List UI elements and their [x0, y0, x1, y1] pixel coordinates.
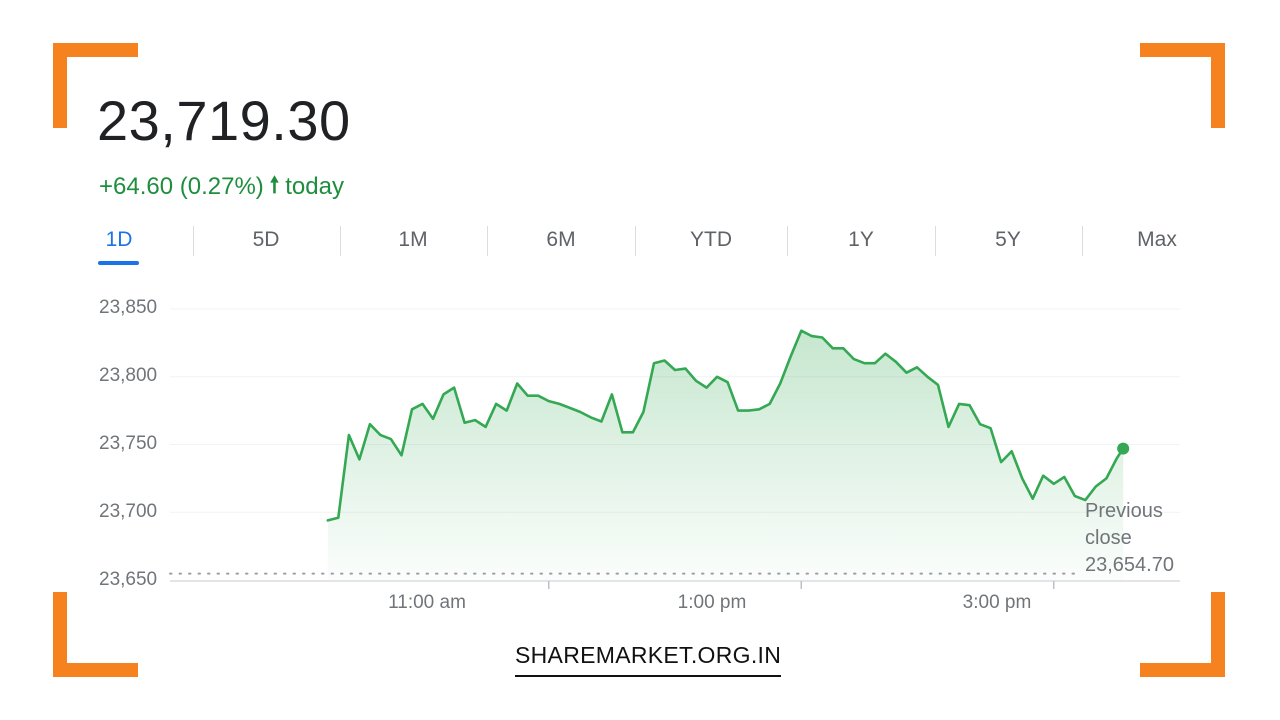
- tab-divider: [1082, 226, 1083, 256]
- y-tick-label: 23,850: [99, 297, 158, 318]
- price-change: +64.60 (0.27%) 🠕 today: [99, 168, 344, 206]
- y-tick-label: 23,750: [99, 433, 158, 454]
- tab-1d[interactable]: 1D: [105, 228, 133, 251]
- x-tick-label: 11:00 am: [388, 592, 466, 613]
- tab-divider: [635, 226, 636, 256]
- current-price: 23,719.30: [97, 89, 351, 152]
- active-tab-indicator: [98, 261, 139, 265]
- tab-divider: [193, 226, 194, 256]
- corner-bracket-top-right-h: [1140, 43, 1225, 57]
- previous-close-label: Previous close 23,654.70: [1085, 498, 1174, 579]
- last-price-point: [1117, 442, 1130, 455]
- corner-bracket-bottom-left-v: [53, 592, 67, 677]
- tab-divider: [935, 226, 936, 256]
- corner-bracket-top-left-h: [53, 43, 138, 57]
- x-tick-label: 3:00 pm: [962, 592, 1032, 613]
- previous-close-title: Previous: [1085, 500, 1163, 522]
- y-tick-label: 23,650: [99, 569, 158, 590]
- price-area-fill: [327, 330, 1124, 580]
- corner-bracket-bottom-left-h: [53, 663, 138, 677]
- y-tick-label: 23,800: [99, 365, 158, 386]
- tab-divider: [487, 226, 488, 256]
- change-value: +64.60 (0.27%): [99, 173, 264, 200]
- change-period: today: [285, 173, 344, 200]
- arrow-up-icon: 🠕: [269, 172, 280, 197]
- y-tick-label: 23,700: [99, 501, 158, 522]
- tab-divider: [787, 226, 788, 256]
- previous-close-title-2: close: [1085, 527, 1132, 549]
- tab-divider: [340, 226, 341, 256]
- tab-5y[interactable]: 5Y: [995, 228, 1021, 251]
- site-brand[interactable]: SHAREMARKET.ORG.IN: [515, 642, 782, 677]
- previous-close-value: 23,654.70: [1085, 554, 1174, 576]
- tab-ytd[interactable]: YTD: [690, 228, 732, 251]
- tab-1y[interactable]: 1Y: [848, 228, 874, 251]
- x-tick-label: 1:00 pm: [677, 592, 747, 613]
- tab-5d[interactable]: 5D: [252, 228, 280, 251]
- tab-1m[interactable]: 1M: [398, 228, 428, 251]
- range-tabs: 1D 5D 1M 6M YTD 1Y 5Y Max: [95, 222, 1185, 268]
- corner-bracket-top-left-v: [53, 43, 67, 128]
- tab-max[interactable]: Max: [1137, 228, 1177, 251]
- price-line: [326, 329, 1125, 522]
- corner-bracket-bottom-right-v: [1211, 592, 1225, 677]
- corner-bracket-top-right-v: [1211, 43, 1225, 128]
- tab-6m[interactable]: 6M: [546, 228, 576, 251]
- corner-bracket-bottom-right-h: [1140, 663, 1225, 677]
